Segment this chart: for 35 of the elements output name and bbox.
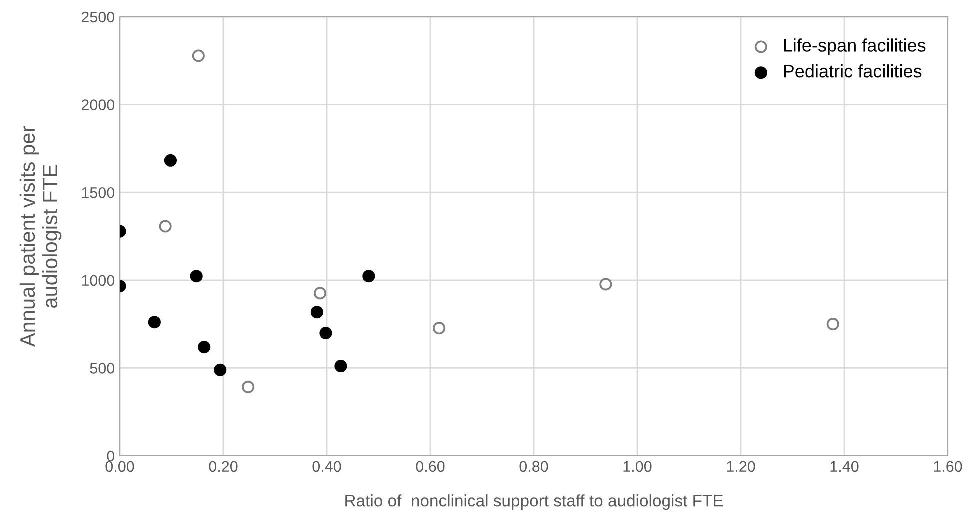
point — [242, 380, 255, 394]
y-tick-label: 1000 — [82, 275, 115, 286]
point — [190, 270, 203, 283]
point — [314, 287, 327, 300]
point — [310, 306, 324, 319]
point — [198, 341, 211, 354]
x-tick-label: 0.60 — [416, 461, 445, 472]
point — [159, 220, 172, 233]
x-axis-title: Ratio of nonclinical support staff to audiologist FTE — [346, 494, 724, 510]
point — [192, 50, 205, 62]
x-tick-label: 1.20 — [727, 461, 756, 472]
x-tick-label: 1.40 — [830, 461, 859, 472]
y-tick-label: 2500 — [82, 12, 115, 23]
x-tick-label: 0.20 — [209, 461, 238, 472]
y-tick-label: 500 — [90, 363, 115, 374]
point — [433, 322, 446, 335]
point — [148, 316, 161, 329]
y-tick-label: 1500 — [82, 187, 115, 198]
point — [362, 270, 376, 283]
legend-label: Life-span facilities — [784, 38, 926, 56]
point — [334, 360, 348, 373]
point — [214, 364, 227, 376]
x-tick-label: 1.00 — [624, 461, 652, 472]
y-tick-label: 0 — [107, 450, 115, 462]
x-tick-label: 0.00 — [106, 461, 134, 472]
point — [600, 278, 612, 291]
y-axis-title: Annual patient visits per audiologist FTE — [20, 126, 62, 348]
x-tick-label: 0.40 — [312, 461, 342, 472]
point — [826, 318, 840, 331]
x-tick-label: 1.60 — [934, 461, 962, 472]
point — [164, 154, 177, 167]
y-tick-label: 2000 — [82, 100, 115, 110]
point — [320, 326, 332, 340]
x-tick-label: 0.80 — [520, 461, 548, 472]
legend-label: Pediatric facilities — [784, 64, 922, 78]
